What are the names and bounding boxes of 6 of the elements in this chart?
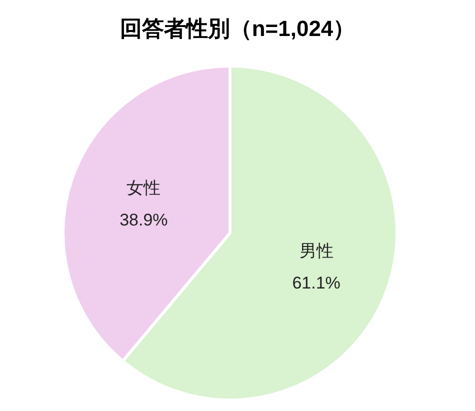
slice-label: 女性 bbox=[126, 178, 161, 198]
slice: 女性 38.9% bbox=[62, 64, 232, 362]
chart-title: 回答者性別（n=1,024） bbox=[120, 16, 356, 41]
data-label: 38.9% bbox=[120, 210, 168, 230]
slice-label: 男性 bbox=[299, 241, 334, 260]
data-label: 61.1% bbox=[292, 273, 340, 292]
